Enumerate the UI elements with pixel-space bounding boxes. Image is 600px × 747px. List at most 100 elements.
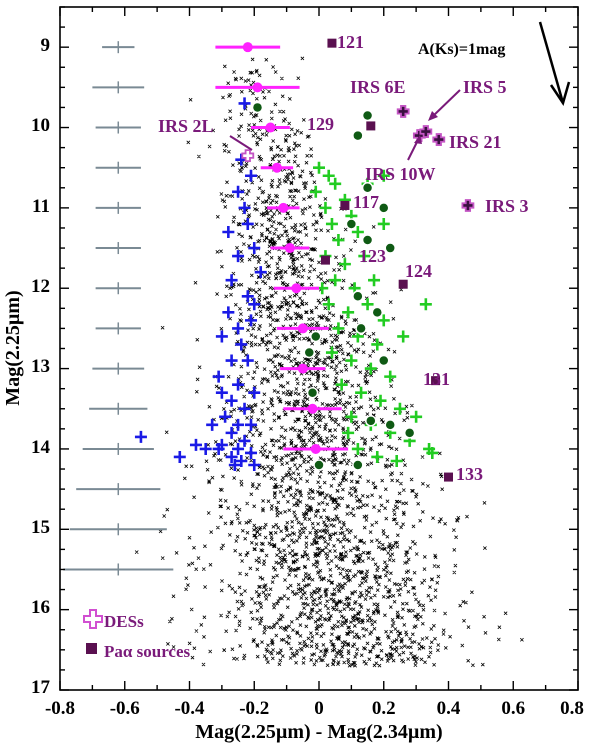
pa-alpha-source-marker xyxy=(327,38,337,48)
x-tick-label: -0.2 xyxy=(239,698,269,719)
label-124: 124 xyxy=(405,261,432,281)
green-plus-point xyxy=(426,446,439,459)
green-plus-point xyxy=(342,426,355,439)
legend-des-icon xyxy=(83,609,103,629)
des-source-marker xyxy=(432,133,446,146)
ridge-point xyxy=(291,283,302,294)
label-irs21: IRS 21 xyxy=(449,132,502,152)
green-plus-point xyxy=(329,177,342,190)
blue-plus-point xyxy=(241,217,254,230)
y-tick-label: 12 xyxy=(31,276,50,297)
green-plus-point xyxy=(377,217,390,230)
label-117: 117 xyxy=(353,192,379,212)
blue-plus-point xyxy=(222,306,235,319)
blue-plus-point xyxy=(245,446,258,459)
green-plus-point xyxy=(313,161,325,174)
pointer-irs5 xyxy=(431,89,461,118)
pointer-irs10w-head xyxy=(414,135,422,144)
green-dot-point xyxy=(361,182,374,194)
label-irs6e: IRS 6E xyxy=(350,77,406,97)
green-dot-point xyxy=(355,322,367,335)
y-axis-title: Mag(2.25µm) xyxy=(2,290,24,405)
green-dot-point xyxy=(378,202,390,214)
green-plus-point xyxy=(371,450,384,463)
x-tick-label: 0.6 xyxy=(501,698,525,719)
green-plus-point xyxy=(345,354,358,367)
ridge-series xyxy=(215,42,349,454)
ridge-point xyxy=(284,243,295,254)
blue-plus-point xyxy=(134,430,147,443)
green-dot-point xyxy=(361,234,374,246)
blue-plus-point xyxy=(232,418,245,431)
green-dot-point xyxy=(345,218,358,230)
green-plus-point xyxy=(397,330,410,343)
green-dot-point xyxy=(352,290,364,303)
green-plus-point xyxy=(351,225,364,238)
green-plus-point xyxy=(332,322,345,335)
y-tick-label: 16 xyxy=(31,597,50,618)
des-source-marker xyxy=(396,105,410,118)
green-plus-point xyxy=(345,410,358,423)
y-tick-label: 15 xyxy=(31,517,50,538)
y-tick-label: 14 xyxy=(31,437,51,458)
ridge-point xyxy=(310,443,321,454)
pa-alpha-source-marker xyxy=(340,200,350,210)
label-irs3: IRS 3 xyxy=(485,196,529,216)
blue-plus-series xyxy=(134,97,267,472)
green-plus-point xyxy=(342,306,355,319)
blue-plus-point xyxy=(238,97,251,110)
label-irs10w: IRS 10W xyxy=(365,164,436,184)
blue-plus-point xyxy=(245,169,258,182)
green-plus-point xyxy=(325,346,338,359)
blue-plus-point xyxy=(232,185,245,198)
x-axis-title: Mag(2.25µm) - Mag(2.34µm) xyxy=(195,721,442,743)
blue-plus-point xyxy=(222,225,235,238)
green-plus-point xyxy=(309,185,322,198)
blue-plus-point xyxy=(248,298,261,311)
blue-plus-point xyxy=(254,266,267,279)
blue-plus-point xyxy=(189,438,202,451)
blue-plus-point xyxy=(232,442,245,455)
blue-plus-point xyxy=(232,378,245,391)
blue-plus-point xyxy=(248,459,261,472)
green-dot-point xyxy=(303,346,316,359)
blue-plus-point xyxy=(225,354,238,367)
blue-plus-point xyxy=(245,418,258,431)
blue-plus-point xyxy=(232,322,245,335)
pointer-irs10w xyxy=(407,139,419,161)
blue-plus-point xyxy=(241,354,254,367)
green-plus-point xyxy=(374,394,387,407)
green-dot-point xyxy=(378,354,390,367)
blue-plus-point xyxy=(212,442,225,455)
green-dot-point xyxy=(384,242,396,254)
green-dot-point xyxy=(403,427,416,439)
blue-plus-point xyxy=(206,418,219,431)
ridge-point xyxy=(307,403,318,414)
scatter-points xyxy=(134,56,524,668)
x-tick-label: -0.8 xyxy=(45,698,75,719)
y-tick-label: 17 xyxy=(31,677,51,698)
green-plus-point xyxy=(319,201,332,214)
blue-plus-point xyxy=(225,450,238,463)
blue-plus-point xyxy=(248,386,261,399)
green-dot-point xyxy=(384,419,396,431)
green-plus-point xyxy=(377,314,390,327)
label-irs2l: IRS 2L xyxy=(158,116,214,136)
green-dot-point xyxy=(313,459,325,471)
green-plus-point xyxy=(361,298,374,311)
reddening-arrow xyxy=(538,21,565,104)
green-plus-point xyxy=(322,169,335,182)
green-dot-point xyxy=(361,109,374,122)
reddening-arrowhead xyxy=(549,81,571,106)
blue-plus-point xyxy=(241,290,254,303)
legend-pa-icon xyxy=(86,643,97,654)
legend-des-label: DESs xyxy=(104,612,144,631)
des-source-marker xyxy=(241,149,255,163)
blue-plus-point xyxy=(219,410,232,423)
x-tick-label: 0.4 xyxy=(437,698,461,719)
green-plus-point xyxy=(338,258,351,271)
pa-alpha-series xyxy=(241,38,475,482)
legend: DESs Paα sources xyxy=(83,609,191,661)
y-tick-label: 13 xyxy=(31,356,50,377)
